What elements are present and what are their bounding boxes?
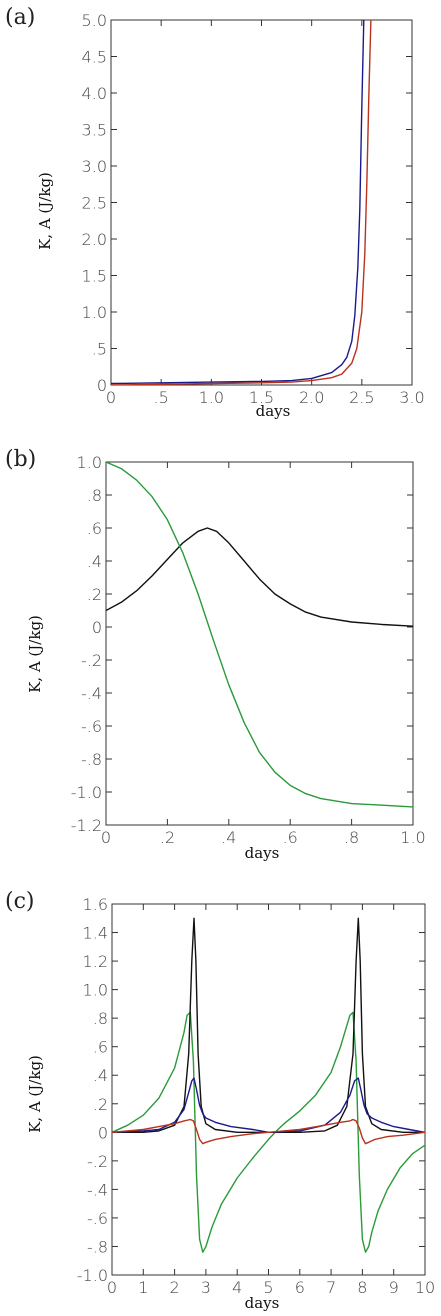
y-tick-label: .4 [93,1066,108,1085]
y-tick-label: -.6 [81,717,102,736]
y-tick-label: 2.5 [82,194,107,213]
y-tick-label: 1.4 [83,924,108,943]
y-tick-label: .6 [93,1038,108,1057]
y-tick-label: -.2 [87,1152,108,1171]
series-group [111,20,372,385]
y-tick-label: -1.2 [71,816,102,835]
x-tick-label: 6 [295,1278,305,1297]
y-tick-label: .8 [87,486,102,505]
y-tick-label: -.8 [81,750,102,769]
y-axis-label: K, A (J/kg) [26,615,44,693]
x-axis-label: days [245,1294,280,1312]
y-tick-label: 0 [98,1123,108,1142]
x-tick-label: 4 [232,1278,242,1297]
y-tick-label: 4.5 [82,48,107,67]
y-tick-label: .2 [87,585,102,604]
y-tick-label: 1.0 [77,453,102,472]
plot-frame [111,903,426,1276]
y-tick-label: .8 [93,1009,108,1028]
x-tick-label: .6 [283,828,298,847]
y-tick-label: 1.6 [83,895,108,914]
x-tick-label: 2 [170,1278,180,1297]
y-axis-label: K, A (J/kg) [36,172,54,250]
y-tick-label: 0 [97,376,107,395]
x-tick-label: 0 [101,828,111,847]
panel-label: (a) [5,5,35,30]
x-tick-label: 8 [357,1278,367,1297]
series-line-0 [112,1011,425,1253]
chart-panel-b: (b) K, A (J/kg) days 0 .2 .4 .6 .8 1.0 -1.2 -1.… [5,447,426,862]
series-group [112,917,425,1253]
y-tick-label: 4.0 [82,84,107,103]
y-tick-label: .6 [87,519,102,538]
x-tick-label: 2.0 [299,388,324,407]
y-tick-label: 0 [92,618,102,637]
x-tick-label: 5 [263,1278,273,1297]
panel-label: (b) [5,447,36,472]
y-tick-label: -.4 [87,1180,108,1199]
x-axis-label: days [256,402,291,420]
series-line-2 [112,1077,425,1134]
y-tick-label: -1.0 [71,783,102,802]
y-tick-label: 1.0 [82,303,107,322]
y-tick-label: 2.0 [82,230,107,249]
x-tick-label: 1.0 [400,828,425,847]
y-tick-label: -1.0 [77,1266,108,1285]
x-tick-label: .5 [154,388,169,407]
y-axis-label: K, A (J/kg) [26,1055,44,1133]
y-tick-label: 3.0 [82,157,107,176]
y-tick-label: 1.2 [83,952,108,971]
x-tick-label: 3 [201,1278,211,1297]
series-line-0 [111,20,365,385]
y-tick-label: .4 [87,552,102,571]
y-tick-label: 5.0 [82,11,107,30]
y-tick-label: -.8 [87,1237,108,1256]
x-tick-label: 9 [389,1278,399,1297]
x-tick-label: .8 [344,828,359,847]
chart-panel-c: (c) K, A (J/kg) days 0 1 2 3 4 5 6 7 8 9 10 -1.0 -.8… [5,889,435,1312]
series-group [106,462,413,808]
series-line-0 [106,527,413,627]
x-tick-label: 0 [106,388,116,407]
y-tick-label: .2 [93,1095,108,1114]
y-tick-label: .5 [92,340,107,359]
x-tick-label: .4 [221,828,236,847]
x-axis-label: days [245,844,280,862]
x-tick-label: 3.0 [399,388,424,407]
x-tick-label: 2.5 [349,388,374,407]
x-tick-label: 10 [415,1278,435,1297]
series-line-1 [106,462,413,808]
x-tick-label: 1 [138,1278,148,1297]
y-tick-label: 1.0 [83,981,108,1000]
y-tick-label: -.4 [81,684,102,703]
series-line-3 [112,1118,425,1145]
x-tick-label: .2 [160,828,175,847]
series-line-1 [111,20,372,385]
plot-frame [105,461,414,826]
y-tick-label: 3.5 [82,121,107,140]
chart-panel-a: (a) K, A (J/kg) days 0 .5 1.0 1.5 2.0 2.5 3.0 0… [5,5,425,420]
y-tick-label: 1.5 [82,267,107,286]
x-tick-label: 1.5 [249,388,274,407]
x-tick-label: 1.0 [199,388,224,407]
y-tick-label: -.6 [87,1209,108,1228]
x-tick-label: 7 [326,1278,336,1297]
panel-label: (c) [5,889,35,914]
series-line-1 [112,917,425,1134]
y-tick-label: -.2 [81,651,102,670]
x-tick-label: 0 [107,1278,117,1297]
